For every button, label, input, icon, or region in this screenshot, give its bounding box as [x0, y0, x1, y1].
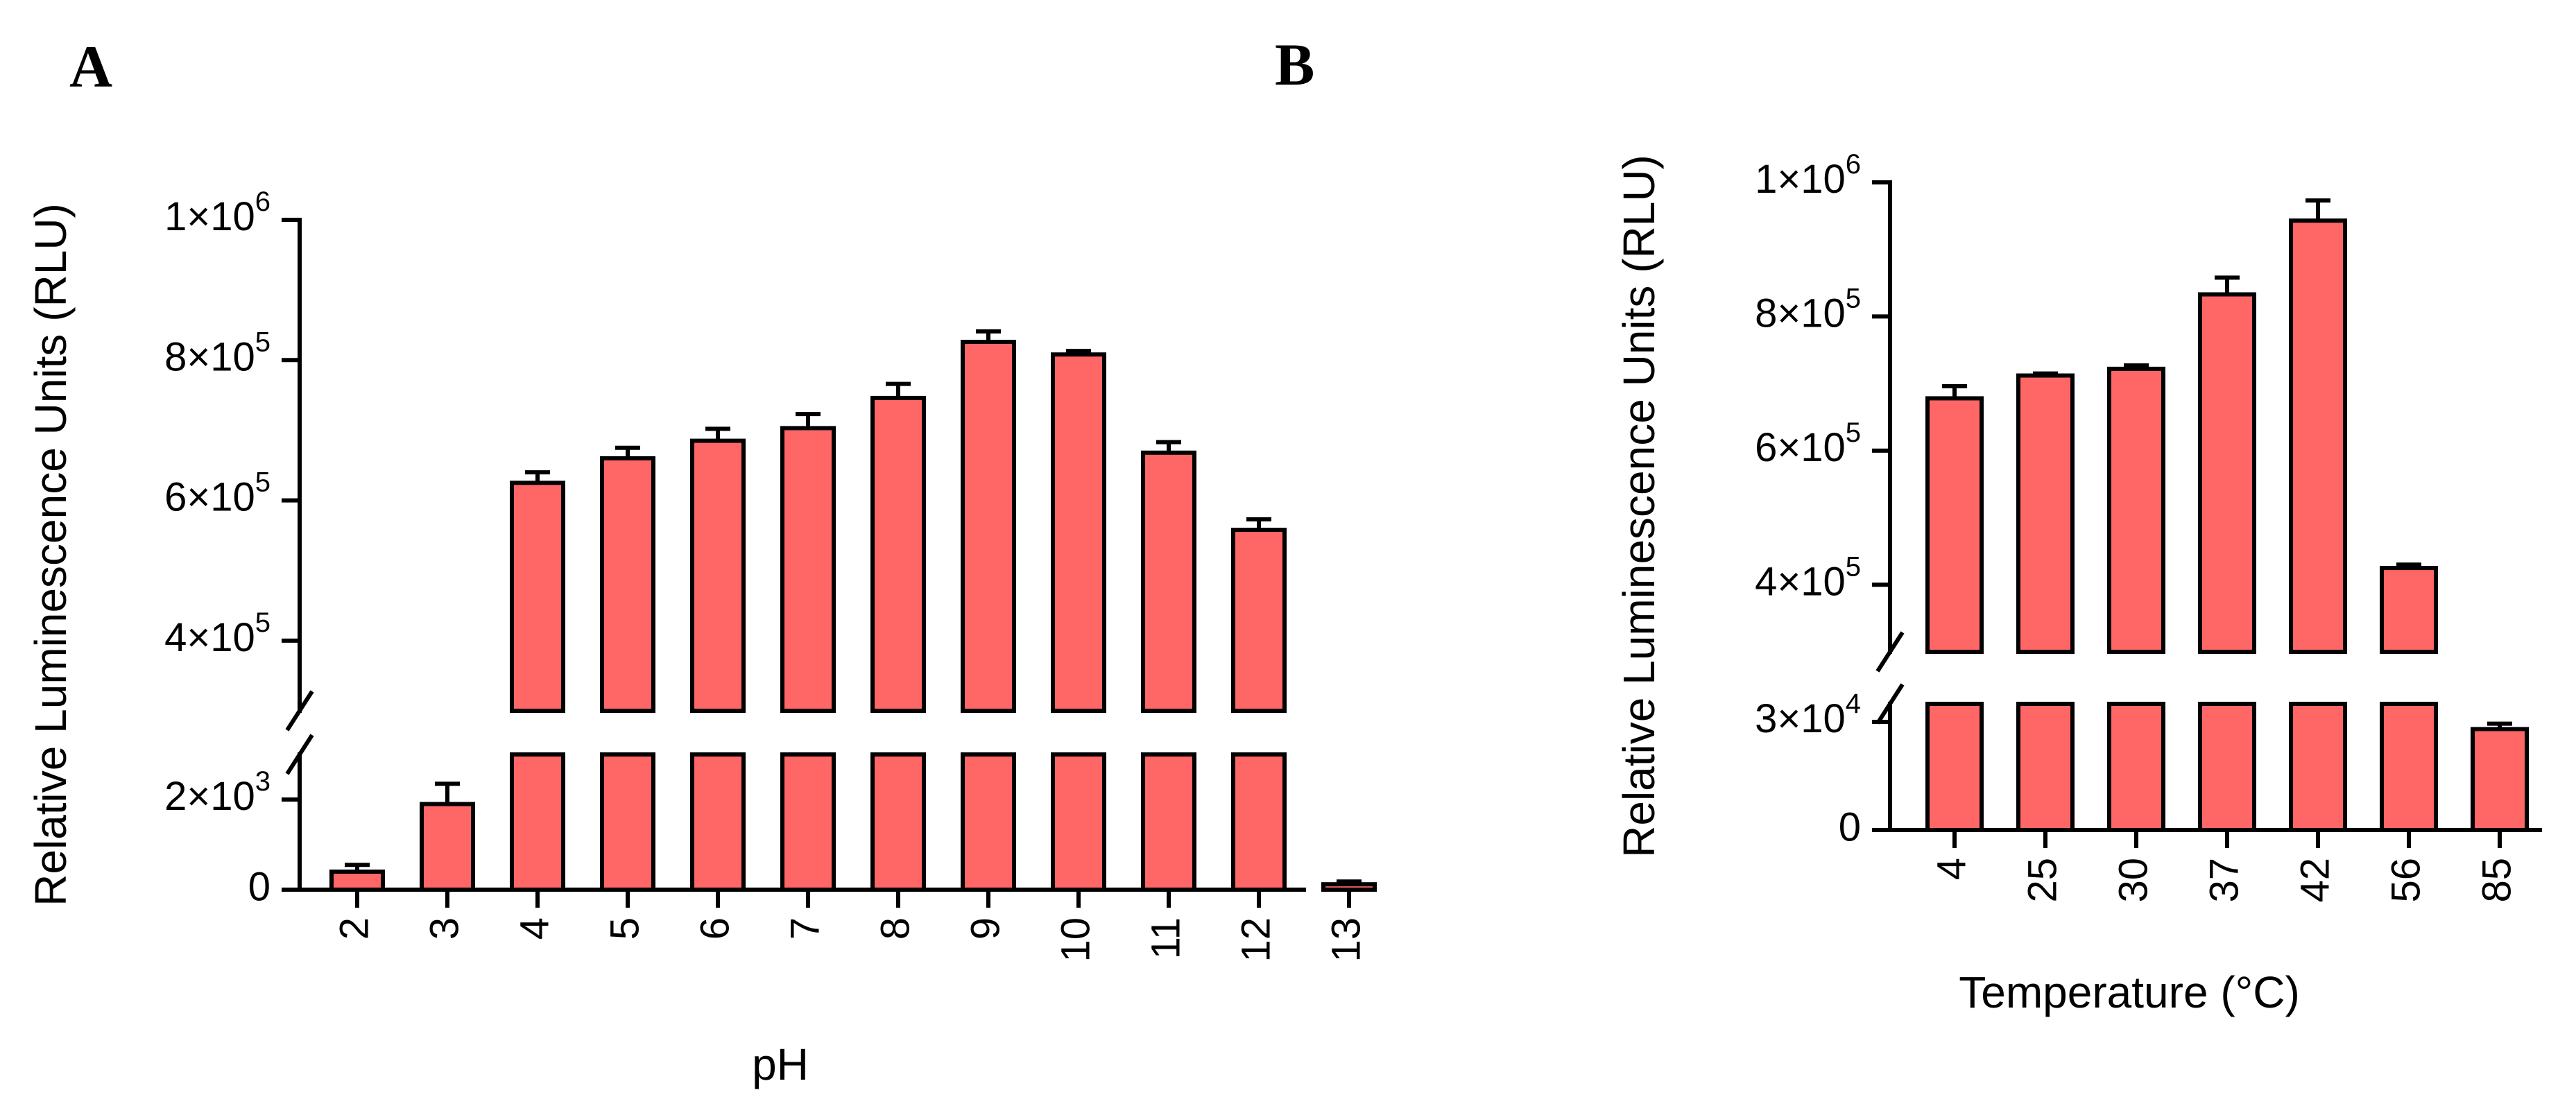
y-tick-label: 8×105 — [164, 327, 271, 380]
bar — [690, 438, 746, 713]
error-bar — [1246, 517, 1271, 530]
x-tick-label: 4 — [512, 917, 557, 940]
error-bar — [1066, 349, 1091, 355]
bar — [1925, 396, 1984, 654]
error-bar — [345, 863, 370, 872]
bar — [420, 802, 475, 892]
bar-lower-segment — [2016, 702, 2075, 832]
x-tick-label: 12 — [1233, 917, 1278, 962]
error-bar — [2487, 721, 2512, 729]
x-tick-label: 13 — [1323, 917, 1368, 962]
error-bar — [435, 781, 460, 804]
bar-lower-segment — [510, 752, 565, 892]
error-bar — [886, 381, 911, 398]
y-tick-label: 0 — [1839, 804, 1861, 849]
error-bar — [2305, 198, 2330, 221]
x-tick-label: 56 — [2383, 858, 2428, 903]
y-tick-label: 2×103 — [164, 766, 271, 820]
y-tick-label: 6×105 — [164, 467, 271, 520]
x-tick-label: 4 — [1929, 858, 1974, 880]
error-bar — [705, 426, 730, 441]
error-bar — [2215, 275, 2240, 295]
x-tick-label: 42 — [2292, 858, 2337, 903]
axis-break-mark — [285, 690, 314, 732]
bar — [961, 339, 1016, 713]
bar — [1231, 528, 1287, 714]
bar-lower-segment — [780, 752, 836, 892]
bar-lower-segment — [2107, 702, 2165, 832]
bar — [2107, 366, 2165, 654]
error-bar — [615, 445, 640, 458]
bar-lower-segment — [1925, 702, 1984, 832]
bar-lower-segment — [870, 752, 926, 892]
bar — [510, 481, 565, 713]
x-tick-label: 37 — [2201, 858, 2247, 903]
error-bar — [1156, 440, 1181, 453]
bar — [1321, 882, 1377, 892]
x-tick-label: 6 — [692, 917, 737, 940]
error-bar — [2396, 562, 2421, 569]
bar — [2380, 566, 2438, 654]
x-tick-label: 3 — [422, 917, 467, 940]
axis-break-mark — [285, 734, 314, 775]
panel-label-b: B — [1275, 31, 1314, 98]
bar-lower-segment — [1051, 752, 1106, 892]
x-tick-label: 30 — [2111, 858, 2156, 903]
y-axis-title: Relative Luminescence Units (RLU) — [1614, 155, 1664, 858]
x-tick-label: 85 — [2474, 858, 2519, 903]
x-tick-label: 10 — [1053, 917, 1098, 962]
x-axis-title: pH — [752, 1039, 809, 1089]
error-bar — [1337, 879, 1362, 885]
bar-lower-segment — [961, 752, 1016, 892]
y-tick-label: 4×105 — [1755, 551, 1861, 605]
error-bar — [2033, 371, 2058, 376]
bar — [870, 395, 926, 713]
y-tick-label: 6×105 — [1755, 417, 1861, 470]
error-bar — [976, 329, 1001, 342]
bar — [1051, 352, 1106, 713]
axis-break-mark — [1875, 631, 1905, 673]
error-bar — [525, 470, 550, 483]
x-tick-label: 11 — [1143, 917, 1188, 959]
axis-break-mark — [1875, 683, 1905, 725]
bar-lower-segment — [1231, 752, 1287, 892]
bar — [329, 870, 385, 892]
bar — [1141, 450, 1196, 714]
x-axis-title: Temperature (°C) — [1959, 967, 2300, 1017]
x-tick-label: 2 — [332, 917, 377, 940]
bar-lower-segment — [1141, 752, 1196, 892]
panel-label-a: A — [69, 33, 112, 100]
y-tick-label: 8×105 — [1755, 283, 1861, 336]
y-tick-label: 4×105 — [164, 607, 271, 660]
bar — [2198, 292, 2256, 654]
y-tick-label: 0 — [248, 864, 271, 909]
bar-lower-segment — [2198, 702, 2256, 832]
chart-panel-b: B 0 3×104 4×105 6×105 8×105 1×106 4 25 30 37 42 56 8… — [1275, 31, 2542, 1017]
bar-lower-segment — [2380, 702, 2438, 832]
y-tick-label: 3×104 — [1755, 689, 1861, 742]
bar-lower-segment — [2289, 702, 2347, 832]
bar — [2471, 727, 2529, 833]
y-tick-label: 1×106 — [164, 187, 271, 240]
bar — [2289, 218, 2347, 654]
x-tick-label: 7 — [782, 917, 827, 940]
bar-lower-segment — [690, 752, 746, 892]
bar — [780, 426, 836, 713]
error-bar — [796, 412, 821, 429]
bar-lower-segment — [600, 752, 655, 892]
y-tick-label: 1×106 — [1755, 149, 1861, 202]
bar — [600, 456, 655, 714]
x-tick-label: 5 — [602, 917, 647, 940]
error-bar — [1942, 384, 1967, 399]
x-tick-label: 8 — [873, 917, 918, 940]
x-tick-label: 9 — [963, 917, 1008, 940]
bar — [2016, 373, 2075, 655]
error-bar — [2124, 363, 2149, 369]
x-tick-label: 25 — [2020, 858, 2065, 903]
chart-panel-a: A 0 2×103 4×105 6×105 8×105 1×106 2 3 4 5 6 7 8 9 10 11… — [26, 33, 1377, 1089]
y-axis-title: Relative Luminescence Units (RLU) — [26, 203, 76, 906]
